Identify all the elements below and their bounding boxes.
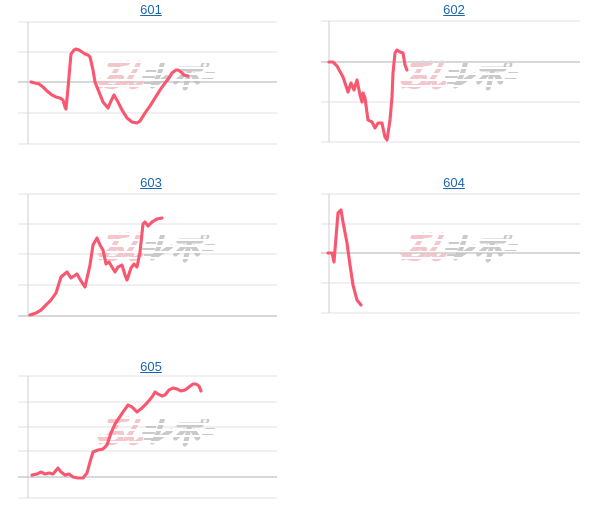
machine-number-link[interactable]: 602 <box>443 2 465 17</box>
machine-number-title: 603 <box>0 175 302 190</box>
slump-graph-panel: 601 <box>0 0 302 172</box>
machine-number-title: 601 <box>0 2 302 17</box>
slump-line <box>30 382 203 480</box>
slump-line <box>327 48 409 142</box>
machine-number-title: 604 <box>303 175 605 190</box>
slump-line-layer <box>29 47 190 125</box>
slump-line-layer <box>326 208 363 307</box>
slump-graph-panel: 602 <box>303 0 605 172</box>
machine-number-title: 602 <box>303 2 605 17</box>
slump-graph-panel: 604 <box>303 172 605 345</box>
slump-graph-panel: 603 <box>0 172 302 345</box>
slump-graph-plot <box>321 20 580 143</box>
machine-number-title: 605 <box>0 359 302 374</box>
machine-number-link[interactable]: 601 <box>140 2 162 17</box>
machine-number-link[interactable]: 604 <box>443 175 465 190</box>
slump-graph-panel: 605 <box>0 356 302 519</box>
slump-line <box>28 216 164 317</box>
slump-line <box>29 47 190 125</box>
slump-line <box>326 208 363 307</box>
slump-line-layer <box>327 48 409 142</box>
slump-line-layer <box>28 216 164 317</box>
slump-line-layer <box>30 382 203 480</box>
machine-number-link[interactable]: 605 <box>140 359 162 374</box>
machine-number-link[interactable]: 603 <box>140 175 162 190</box>
